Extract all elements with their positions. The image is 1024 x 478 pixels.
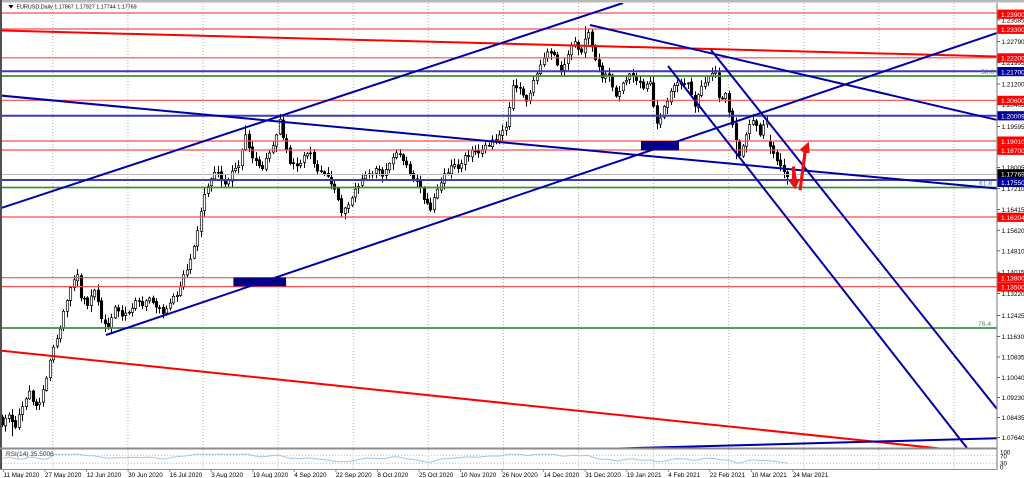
svg-text:24 Mar 2021: 24 Mar 2021 [793,472,829,478]
svg-text:27 May 2020: 27 May 2020 [45,472,82,478]
svg-text:1.13500: 1.13500 [1001,285,1024,292]
svg-text:1.23585: 1.23585 [1002,17,1024,24]
svg-text:1.19595: 1.19595 [1002,124,1024,131]
svg-text:EURUSD,Daily 1.17867 1.17927: EURUSD,Daily 1.17867 1.17927 1.17744 1.1… [17,5,137,11]
svg-text:1.07640: 1.07640 [1002,435,1024,442]
svg-text:8 Oct 2020: 8 Oct 2020 [377,472,408,478]
svg-text:1.23300: 1.23300 [1001,27,1024,34]
svg-text:1.09230: 1.09230 [1002,395,1024,402]
svg-text:1.20405: 1.20405 [1002,102,1024,109]
svg-text:3 Aug 2020: 3 Aug 2020 [211,472,243,478]
svg-text:1.11630: 1.11630 [1002,334,1024,341]
svg-text:19 Jan 2021: 19 Jan 2021 [627,472,662,478]
svg-text:1.10835: 1.10835 [1002,355,1024,362]
svg-text:19 Aug 2020: 19 Aug 2020 [253,472,289,478]
svg-text:1.14810: 1.14810 [1002,248,1024,255]
svg-text:1.12425: 1.12425 [1002,313,1024,320]
svg-text:12 Jun 2020: 12 Jun 2020 [87,472,122,478]
svg-text:10 Nov 2020: 10 Nov 2020 [461,472,497,478]
svg-text:1.15620: 1.15620 [1002,228,1024,235]
svg-text:4 Sep 2020: 4 Sep 2020 [294,472,327,478]
svg-text:26 Nov 2020: 26 Nov 2020 [502,472,538,478]
svg-text:1.17769: 1.17769 [1001,172,1024,179]
svg-text:1.22790: 1.22790 [1002,39,1024,46]
svg-text:1.16415: 1.16415 [1002,207,1024,214]
svg-text:1.23900: 1.23900 [1001,12,1024,19]
svg-text:1.18005: 1.18005 [1002,165,1024,172]
svg-text:14 Dec 2020: 14 Dec 2020 [544,472,580,478]
svg-text:1.21200: 1.21200 [1002,82,1024,89]
svg-text:1.20009: 1.20009 [1001,114,1024,121]
svg-text:76.4: 76.4 [978,321,991,328]
svg-text:1.16204: 1.16204 [1001,215,1024,222]
svg-text:1.13220: 1.13220 [1002,291,1024,298]
svg-text:11 May 2020: 11 May 2020 [4,472,40,478]
svg-text:1.21995: 1.21995 [1002,60,1024,67]
svg-text:61.8: 61.8 [979,181,992,188]
svg-text:1.18700: 1.18700 [1001,148,1024,155]
svg-text:22 Feb 2021: 22 Feb 2021 [710,472,746,478]
svg-text:30 Jun 2020: 30 Jun 2020 [128,472,163,478]
svg-text:RSI(14) 35.5006: RSI(14) 35.5006 [6,451,54,458]
svg-text:1.22200: 1.22200 [1001,56,1024,63]
svg-text:1.10040: 1.10040 [1002,375,1024,382]
svg-text:16 Jul 2020: 16 Jul 2020 [170,472,203,478]
svg-text:1.20600: 1.20600 [1001,98,1024,105]
svg-text:1.21700: 1.21700 [1001,69,1024,76]
svg-text:100: 100 [1000,450,1011,457]
svg-text:31 Dec 2020: 31 Dec 2020 [585,472,621,478]
svg-text:0: 0 [1000,465,1004,472]
svg-text:4 Feb 2021: 4 Feb 2021 [668,472,700,478]
svg-text:30: 30 [1000,461,1007,468]
svg-text:1.13800: 1.13800 [1001,275,1024,282]
svg-text:1.08435: 1.08435 [1002,415,1024,422]
svg-text:1.19010: 1.19010 [1001,139,1024,146]
svg-text:50.0: 50.0 [981,69,994,76]
svg-text:70: 70 [1000,454,1007,461]
svg-text:1.17550: 1.17550 [1001,180,1024,187]
svg-text:1.17210: 1.17210 [1002,186,1024,193]
svg-text:25 Oct 2020: 25 Oct 2020 [419,472,454,478]
svg-text:22 Sep 2020: 22 Sep 2020 [336,472,372,478]
svg-text:10 Mar 2021: 10 Mar 2021 [751,472,787,478]
